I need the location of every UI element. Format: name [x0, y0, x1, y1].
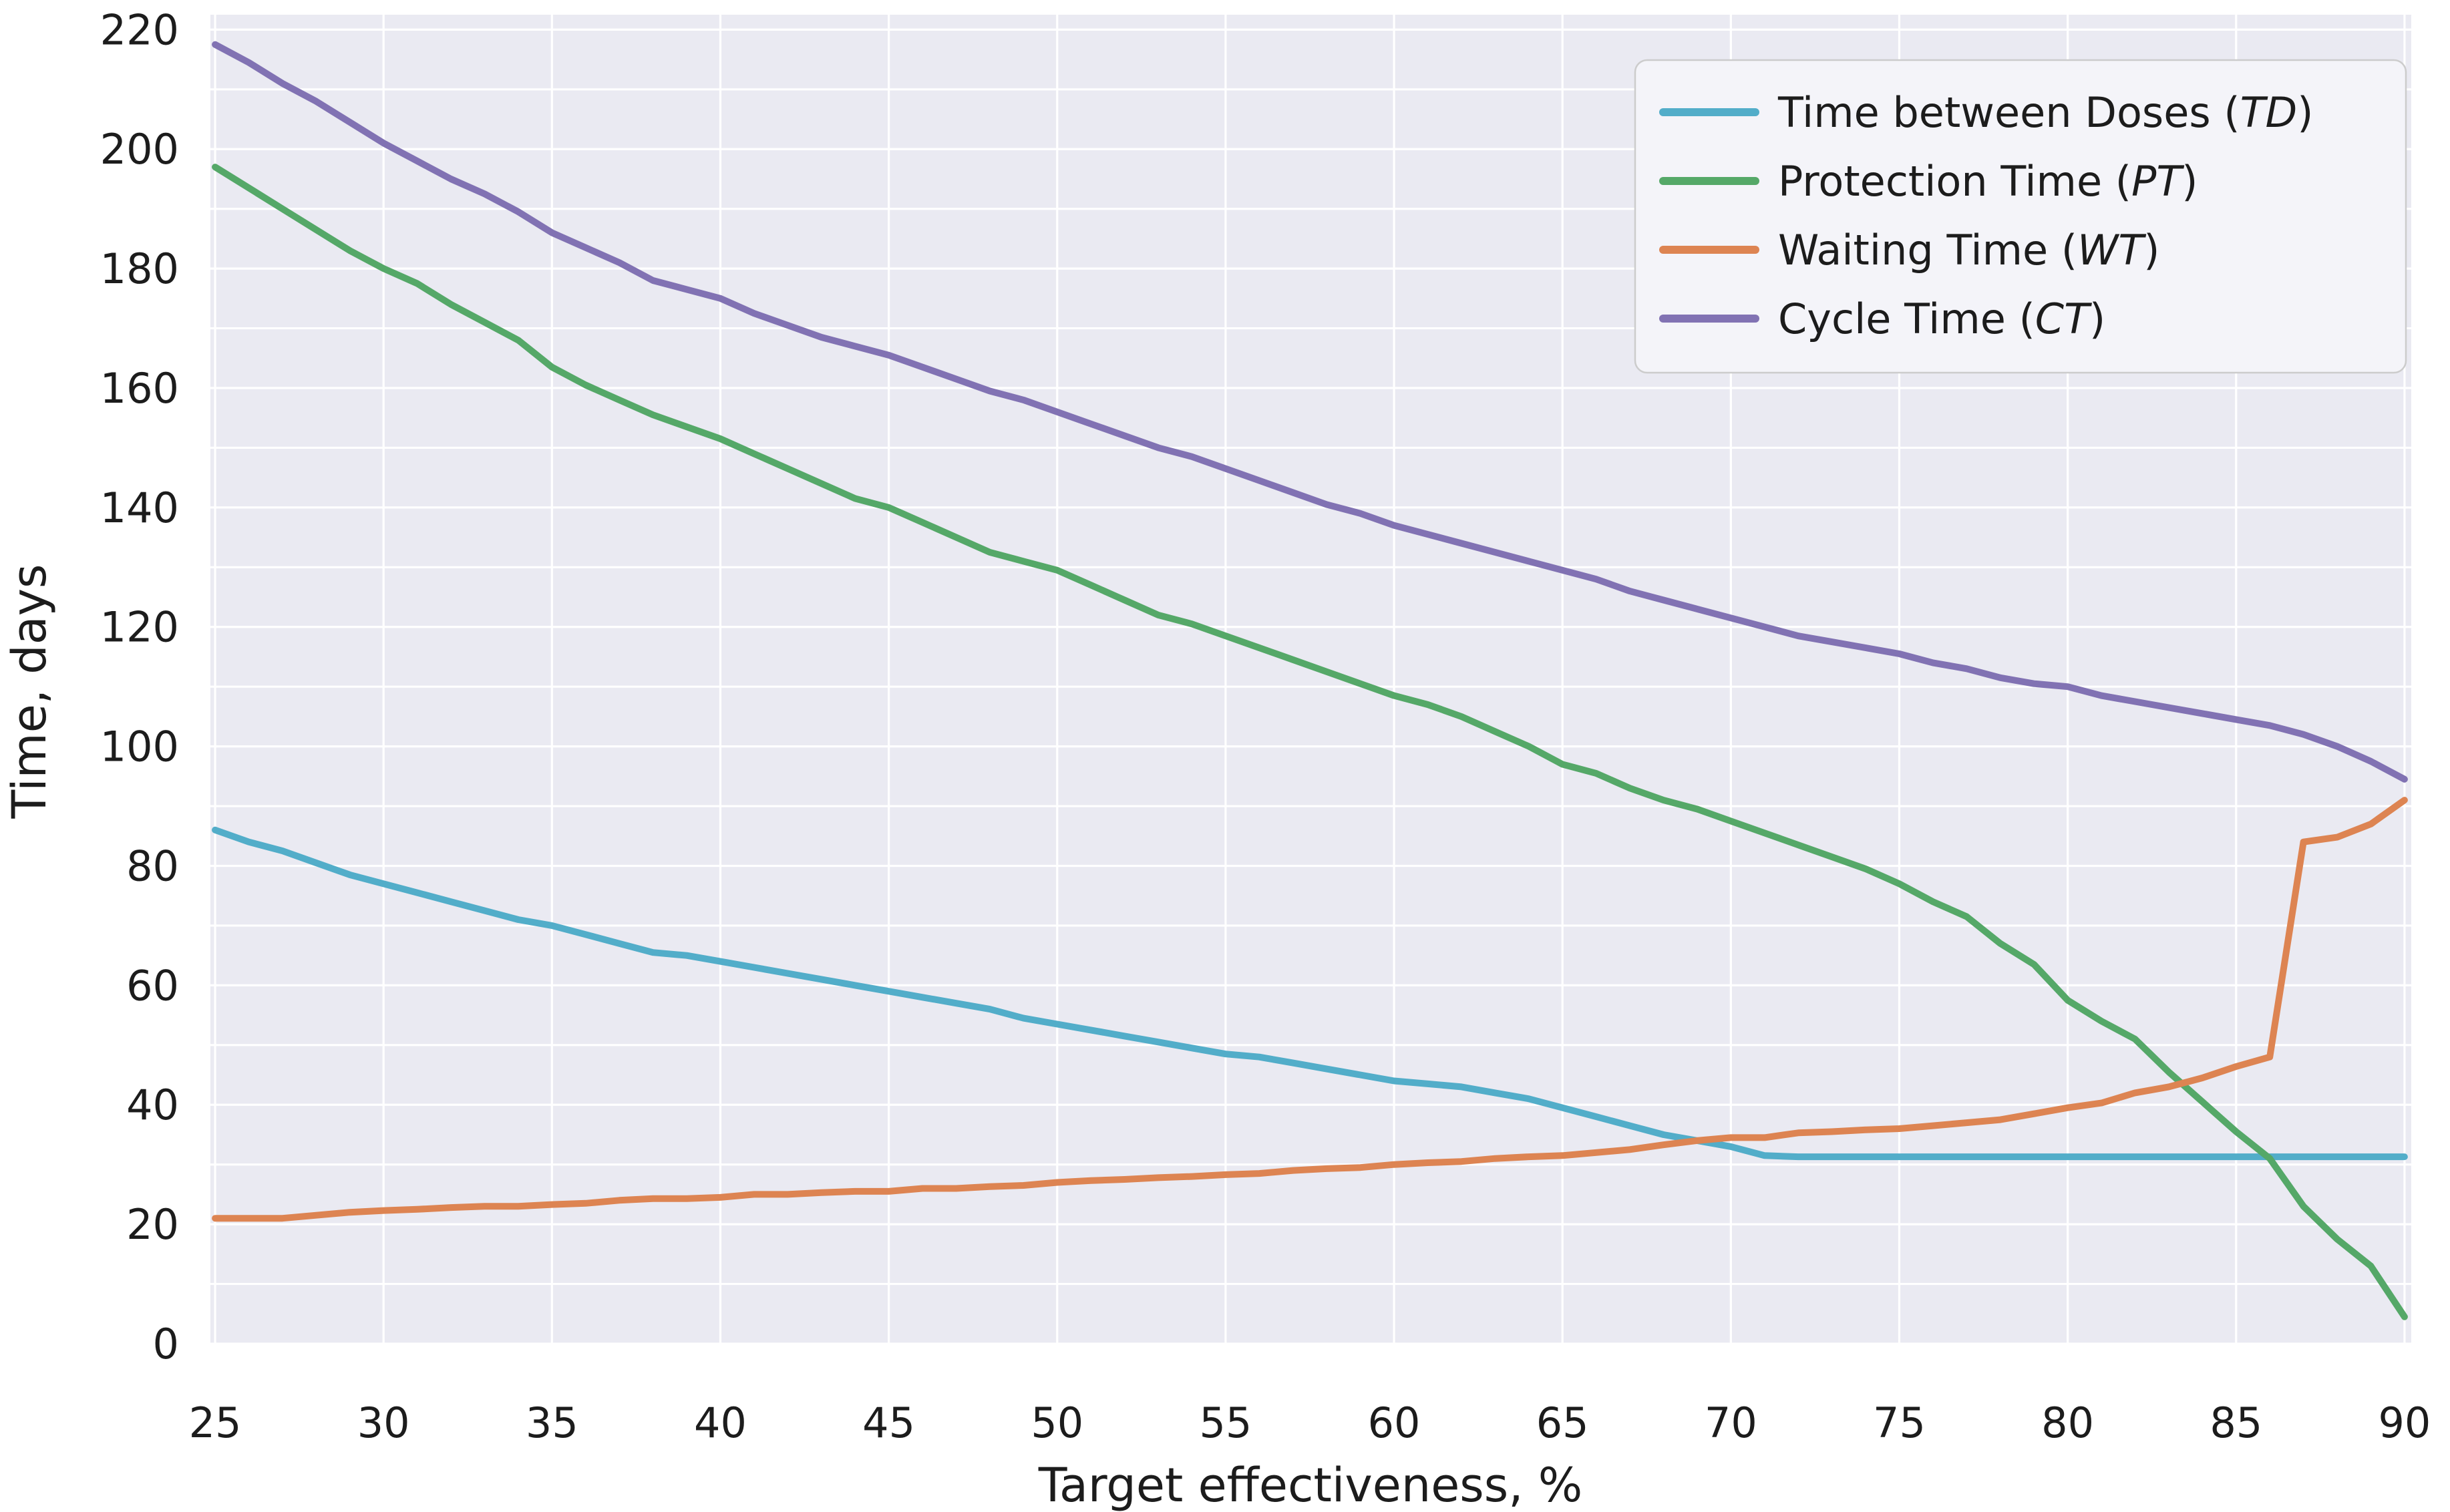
- series-line-td: [212, 826, 2408, 1161]
- y-tick-label: 160: [100, 364, 179, 413]
- x-tick-label: 90: [2378, 1398, 2431, 1447]
- series-lines: [212, 41, 2408, 1320]
- y-tick-label: 200: [100, 125, 179, 174]
- series-line-ct: [212, 41, 2408, 783]
- x-tick-label: 70: [1705, 1398, 1757, 1447]
- x-axis-tick-labels: 25 30 35 40 45 50 55 60 65 70 75 80 85 90: [189, 1398, 2431, 1447]
- legend-label-td: Time between Doses (TD): [1777, 88, 2313, 137]
- x-tick-label: 35: [526, 1398, 578, 1447]
- x-tick-label: 75: [1873, 1398, 1926, 1447]
- y-tick-label: 60: [126, 961, 179, 1010]
- x-tick-label: 55: [1199, 1398, 1252, 1447]
- series-line-wt: [212, 797, 2408, 1222]
- y-tick-label: 180: [100, 244, 179, 293]
- y-axis-tick-labels: 0 20 40 60 80 100 120 140 160 180 200 220: [100, 5, 179, 1368]
- x-tick-label: 65: [1536, 1398, 1589, 1447]
- y-tick-label: 40: [126, 1081, 179, 1129]
- y-tick-label: 20: [126, 1200, 179, 1249]
- x-tick-label: 85: [2210, 1398, 2262, 1447]
- series-line-pt: [212, 164, 2408, 1320]
- legend-box: [1634, 59, 2407, 374]
- y-tick-label: 80: [126, 841, 179, 890]
- y-tick-label: 220: [100, 5, 179, 54]
- legend-label-pt: Protection Time (PT): [1778, 157, 2198, 206]
- x-tick-label: 80: [2041, 1398, 2094, 1447]
- x-tick-label: 25: [189, 1398, 242, 1447]
- x-tick-label: 40: [694, 1398, 747, 1447]
- y-axis-title: Time, days: [2, 564, 57, 819]
- y-tick-label: 120: [100, 603, 179, 652]
- legend: Time between Doses (TD) Protection Time (…: [1634, 59, 2407, 374]
- y-tick-label: 0: [153, 1320, 179, 1368]
- x-axis-title: Target effectiveness, %: [1038, 1458, 1582, 1512]
- legend-label-wt: Waiting Time (WT): [1778, 226, 2159, 274]
- legend-label-ct: Cycle Time (CT): [1778, 295, 2105, 343]
- x-tick-label: 45: [862, 1398, 915, 1447]
- x-tick-label: 50: [1031, 1398, 1083, 1447]
- x-tick-label: 30: [357, 1398, 410, 1447]
- x-tick-label: 60: [1368, 1398, 1421, 1447]
- y-tick-label: 100: [100, 723, 179, 771]
- y-tick-label: 140: [100, 484, 179, 532]
